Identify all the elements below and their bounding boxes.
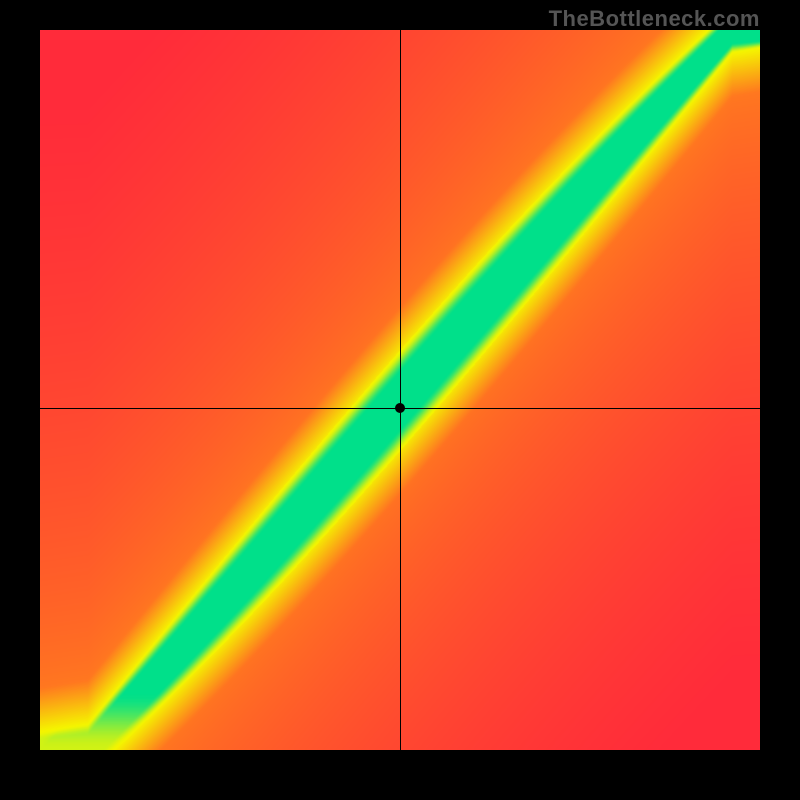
crosshair-marker (395, 403, 405, 413)
crosshair-vertical (400, 30, 401, 750)
plot-area (40, 30, 760, 750)
watermark-text: TheBottleneck.com (549, 6, 760, 32)
chart-container: TheBottleneck.com (0, 0, 800, 800)
